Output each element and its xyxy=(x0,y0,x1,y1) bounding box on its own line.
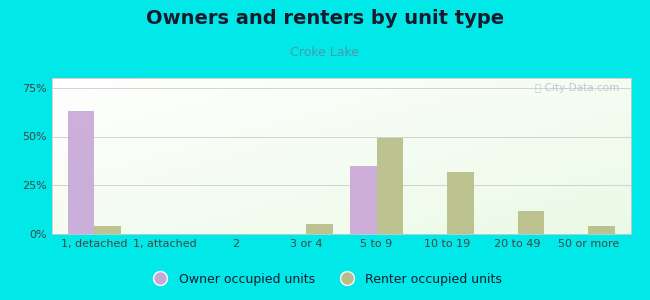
Legend: Owner occupied units, Renter occupied units: Owner occupied units, Renter occupied un… xyxy=(143,268,507,291)
Bar xyxy=(517,211,545,234)
Text: Croke Lake: Croke Lake xyxy=(291,46,359,59)
Text: ⓘ City-Data.com: ⓘ City-Data.com xyxy=(535,83,619,93)
Bar xyxy=(68,111,94,234)
Bar xyxy=(350,166,376,234)
Bar xyxy=(306,224,333,234)
Bar xyxy=(376,138,404,234)
Bar xyxy=(588,226,615,234)
Bar xyxy=(447,172,474,234)
Bar xyxy=(94,226,121,234)
Text: Owners and renters by unit type: Owners and renters by unit type xyxy=(146,9,504,28)
